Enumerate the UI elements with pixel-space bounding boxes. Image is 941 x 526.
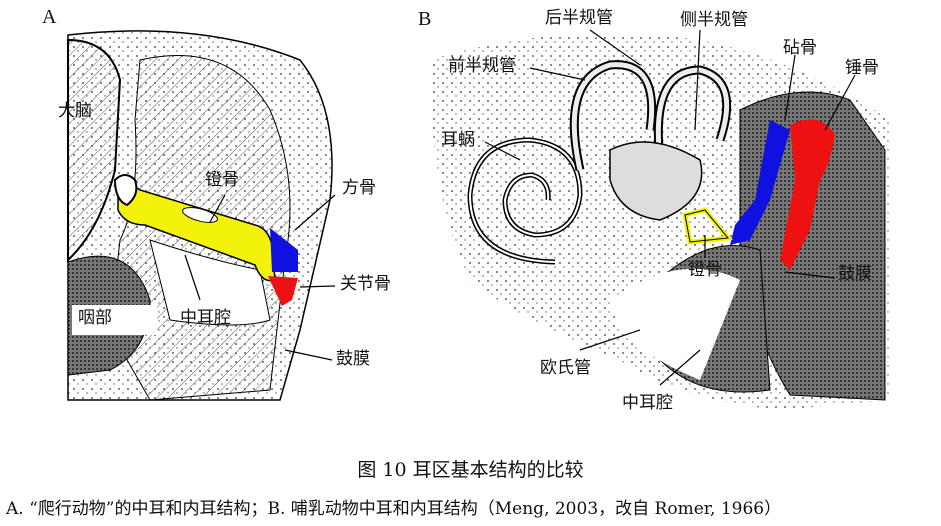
panel-b-letter: B [418, 8, 432, 30]
label-eustachian-tube: 欧氏管 [540, 358, 591, 378]
figure-title: 图 10 耳区基本结构的比较 [357, 459, 584, 481]
panel-a-drawing [67, 30, 336, 401]
label-eardrum-a: 鼓膜 [336, 349, 370, 369]
incus-b [730, 120, 790, 245]
label-posterior-canal: 后半规管 [545, 8, 613, 28]
label-stapes-a: 镫骨 [205, 170, 239, 190]
ear-diagram [67, 29, 890, 410]
label-malleus: 锤骨 [845, 58, 879, 78]
figure-caption: A. “爬行动物”的中耳和内耳结构；B. 哺乳动物中耳和内耳结构（Meng, 2… [6, 499, 782, 519]
label-articular: 关节骨 [340, 274, 391, 294]
label-brain: 大脑 [58, 101, 92, 121]
label-incus: 砧骨 [783, 38, 817, 58]
label-anterior-canal: 前半规管 [448, 56, 516, 76]
label-middle-ear-a: 中耳腔 [180, 308, 231, 328]
quadrate [270, 228, 298, 272]
panel-b-drawing [430, 29, 890, 410]
label-middle-ear-b: 中耳腔 [622, 393, 673, 413]
label-lateral-canal: 侧半规管 [680, 10, 748, 30]
label-cochlea: 耳蜗 [441, 130, 475, 150]
label-pharynx: 咽部 [78, 308, 112, 328]
malleus-b [780, 119, 835, 270]
label-eardrum-b: 鼓膜 [838, 264, 872, 284]
panel-a-letter: A [42, 6, 57, 28]
articular [268, 276, 298, 306]
label-stapes-b: 镫骨 [688, 260, 722, 280]
label-quadrate: 方骨 [342, 178, 376, 198]
